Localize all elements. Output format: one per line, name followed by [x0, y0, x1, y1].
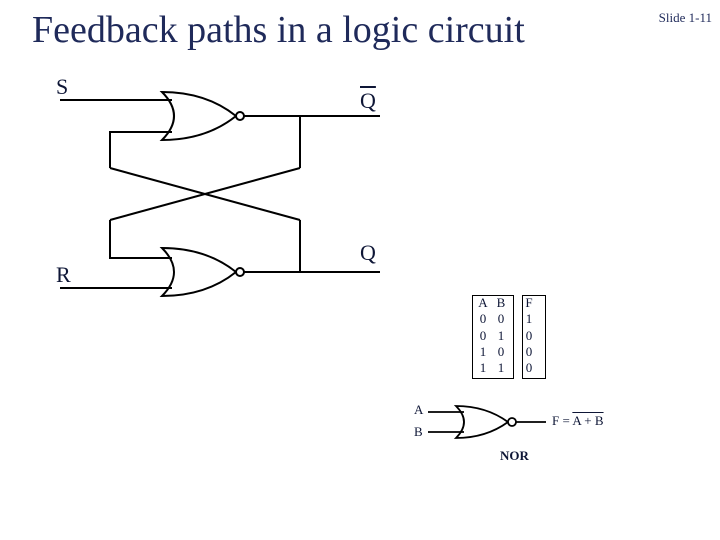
- nor-inset-name: NOR: [500, 448, 529, 464]
- nor-inset-bubble: [508, 418, 516, 426]
- eq-expr: A + B: [572, 413, 603, 428]
- eq-pre: F =: [552, 413, 572, 428]
- nor-inset-circuit: [0, 0, 720, 540]
- nor-inset-equation: F = A + B: [552, 413, 604, 429]
- nor-inset-label-a: A: [414, 402, 423, 418]
- nor-inset-label-b: B: [414, 424, 423, 440]
- nor-inset-body: [456, 406, 508, 438]
